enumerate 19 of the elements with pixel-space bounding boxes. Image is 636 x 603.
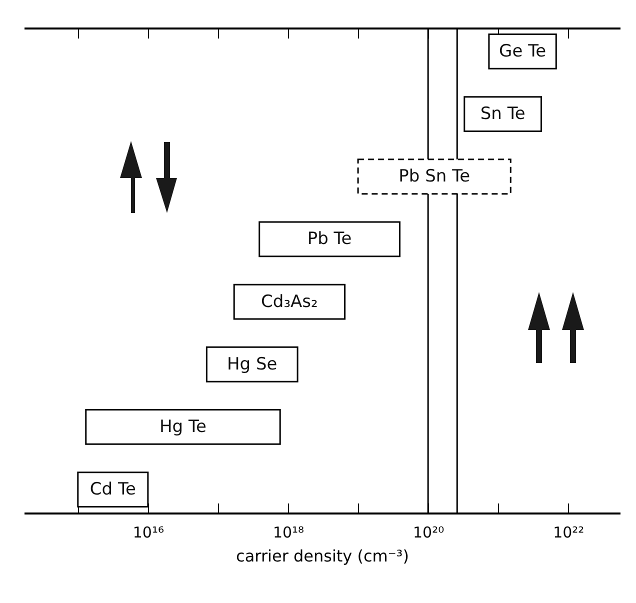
bar	[488, 34, 557, 70]
bar	[464, 96, 542, 132]
y-tick-label: Sn Te	[480, 104, 526, 124]
x-axis-title: carrier density (cm⁻³)	[236, 546, 409, 566]
y-tick-label: Pb Sn Te	[398, 166, 470, 187]
bar	[85, 408, 281, 445]
y-tick-label: Pb Te	[307, 229, 352, 250]
bar	[258, 221, 400, 258]
x-tick-label: 10²⁰	[413, 524, 444, 542]
y-tick-label: Cd Te	[90, 480, 136, 500]
y-tick-label: Ge Te	[499, 41, 546, 62]
x-tick-label: 10¹⁶	[132, 524, 164, 542]
bar	[233, 284, 346, 320]
y-tick-label: Cd₃As₂	[261, 292, 318, 312]
x-tick-label: 10¹⁸	[272, 524, 304, 542]
bar	[206, 346, 298, 382]
x-tick-label: 10²²	[553, 524, 584, 542]
y-tick-label: Hg Se	[227, 354, 278, 374]
y-tick-label: Hg Te	[160, 416, 206, 437]
